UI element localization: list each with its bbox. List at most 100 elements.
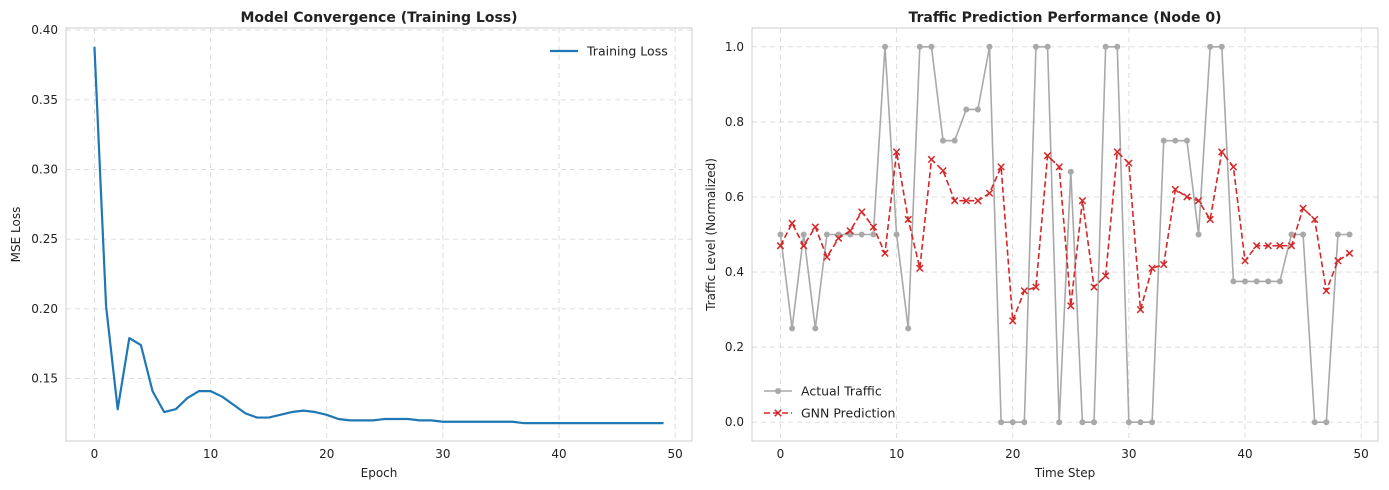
data-point-actual (1253, 278, 1260, 285)
data-point-prediction (869, 223, 878, 231)
data-point-actual (928, 43, 935, 50)
data-point-actual (1183, 137, 1190, 144)
data-point-actual (881, 43, 888, 50)
x-tick-label: 0 (91, 447, 99, 461)
data-point-prediction (776, 242, 785, 250)
data-point-prediction (1310, 215, 1319, 224)
data-point-actual (1207, 43, 1214, 50)
data-point-prediction (1241, 257, 1249, 265)
data-point-actual (1311, 419, 1318, 426)
data-point-actual (1218, 43, 1225, 50)
data-point-prediction (939, 166, 947, 175)
data-point-actual (1009, 419, 1016, 426)
x-tick-label: 20 (319, 447, 334, 461)
data-point-actual (777, 231, 784, 238)
data-point-prediction (788, 219, 796, 227)
series-line-2 (779, 151, 1350, 322)
legend: Actual Traffic GNN Prediction (764, 384, 895, 421)
x-tick-label: 40 (551, 447, 566, 461)
y-tick-label: 0.8 (725, 115, 744, 129)
legend: Training Loss (550, 44, 668, 59)
data-point-prediction (1276, 242, 1284, 250)
data-point-prediction (1148, 264, 1156, 273)
data-point-actual (823, 231, 830, 238)
y-tick-label: 0.15 (31, 372, 58, 386)
y-tick-label: 0.6 (725, 190, 744, 204)
plot-area (93, 46, 664, 425)
data-point-actual (1230, 278, 1237, 285)
data-point-prediction (1032, 283, 1040, 291)
data-point-prediction (1206, 215, 1214, 224)
series-line-1 (93, 46, 664, 425)
data-point-prediction (1194, 196, 1203, 205)
data-point-actual (1137, 419, 1144, 426)
x-tick-label: 50 (1354, 447, 1369, 461)
data-point-actual (1056, 419, 1063, 426)
chart-title: Traffic Prediction Performance (Node 0) (908, 10, 1221, 26)
data-point-actual (974, 106, 981, 113)
data-point-prediction (950, 196, 959, 205)
data-point-prediction (811, 223, 820, 231)
y-tick-label: 0.2 (725, 340, 744, 354)
x-tick-label: 10 (203, 447, 218, 461)
data-point-prediction (846, 227, 854, 235)
traffic-chart: 0 10 20 30 40 50 0.0 0.2 0.4 0.6 0.8 1.0 Traffic Pre… (704, 10, 1379, 480)
legend-label-1: Training Loss (586, 44, 668, 59)
y-tick-label: 0.4 (725, 265, 744, 279)
data-point-prediction (1078, 196, 1087, 205)
data-point-actual (812, 325, 819, 332)
data-point-actual (940, 137, 947, 144)
y-tick-label: 0.40 (31, 23, 58, 37)
legend-label-1: Actual Traffic (801, 384, 882, 399)
data-point-prediction (1229, 163, 1238, 171)
data-point-prediction (1218, 148, 1226, 156)
x-axis-label: Epoch (361, 466, 398, 480)
data-point-actual (1021, 419, 1028, 426)
data-point-actual (916, 43, 923, 50)
x-tick-label: 0 (777, 447, 785, 461)
data-point-prediction (1345, 249, 1354, 258)
data-point-prediction (1055, 163, 1063, 171)
data-point-actual (1288, 231, 1295, 238)
y-axis-label: MSE Loss (9, 207, 23, 263)
x-axis-label: Time Step (1034, 466, 1096, 480)
data-point-prediction (904, 215, 912, 224)
data-point-prediction (799, 242, 808, 250)
data-point-actual (893, 231, 900, 238)
data-point-prediction (1101, 272, 1110, 280)
data-point-prediction (1125, 159, 1133, 167)
data-point-actual (1276, 278, 1283, 285)
data-point-prediction (1090, 283, 1098, 291)
data-point-prediction (881, 249, 889, 258)
plot-frame (751, 27, 1379, 442)
y-tick-label: 0.20 (31, 302, 58, 316)
x-tick-label: 30 (435, 447, 450, 461)
x-tick-label: 30 (1121, 447, 1136, 461)
data-point-actual (1172, 137, 1179, 144)
data-point-actual (1300, 231, 1307, 238)
data-point-actual (1265, 278, 1272, 285)
data-point-prediction (1183, 193, 1191, 201)
data-point-prediction (962, 196, 971, 205)
data-point-prediction (1043, 151, 1052, 160)
y-axis-label: Traffic Level (Normalized) (704, 158, 718, 312)
series-line-1 (779, 45, 1350, 424)
data-point-prediction (1009, 317, 1017, 325)
data-point-prediction (892, 148, 901, 156)
data-point-prediction (1171, 185, 1180, 194)
chart-title: Model Convergence (Training Loss) (240, 10, 517, 26)
data-point-actual (1091, 419, 1098, 426)
data-point-prediction (1113, 148, 1121, 156)
legend-label-2: GNN Prediction (801, 406, 895, 421)
data-point-actual (998, 419, 1005, 426)
data-point-prediction (823, 253, 831, 261)
data-point-prediction (1299, 204, 1307, 212)
y-tick-label: 0.0 (725, 415, 744, 429)
data-point-prediction (1067, 302, 1075, 310)
data-point-actual (963, 106, 970, 113)
x-tick-label: 50 (668, 447, 683, 461)
y-tick-label: 0.30 (31, 162, 58, 176)
plot-area (776, 43, 1354, 426)
data-point-prediction (1334, 257, 1342, 265)
